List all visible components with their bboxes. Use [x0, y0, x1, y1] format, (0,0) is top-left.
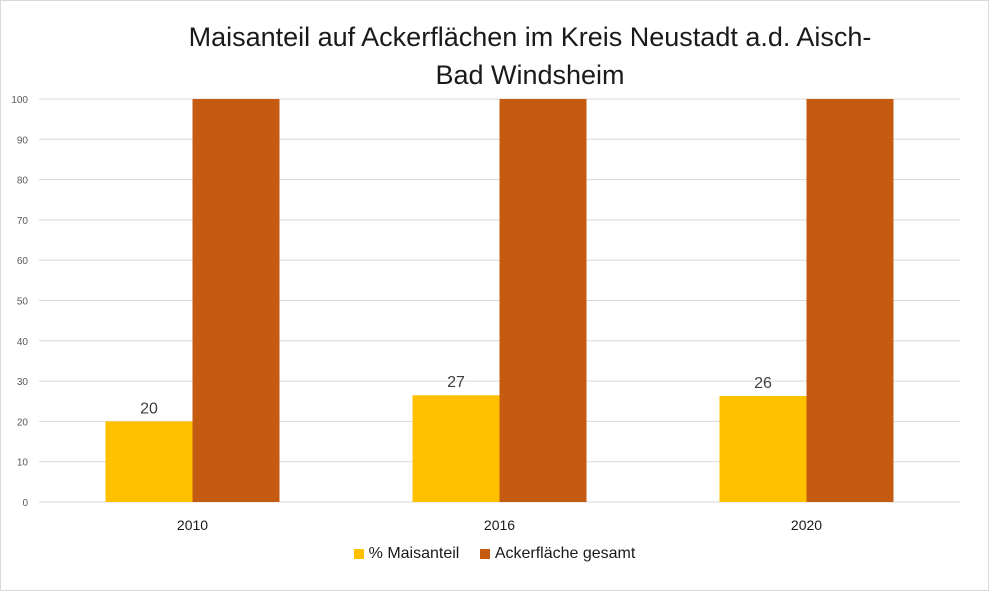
bar-maisanteil — [412, 395, 500, 502]
legend-item-maisanteil: % Maisanteil — [353, 545, 460, 563]
y-tick-label: 80 — [17, 176, 29, 187]
bar-maisanteil — [105, 421, 193, 502]
x-tick-label: 2016 — [484, 517, 515, 533]
y-tick-label: 50 — [17, 297, 29, 308]
data-label: 20 — [140, 400, 158, 417]
bar-ackerflaeche — [192, 99, 280, 502]
legend-swatch-maisanteil — [353, 549, 364, 559]
legend-item-ackerflaeche: Ackerfläche gesamt — [479, 545, 636, 563]
bar-ackerflaeche — [499, 99, 587, 502]
legend-label: Ackerfläche gesamt — [494, 545, 636, 562]
y-tick-label: 70 — [17, 216, 29, 227]
x-tick-label: 2020 — [791, 517, 822, 533]
y-tick-label: 90 — [17, 135, 29, 146]
legend-label: % Maisanteil — [368, 545, 460, 562]
y-tick-label: 20 — [17, 417, 29, 428]
x-tick-label: 2010 — [177, 517, 208, 533]
legend-swatch-ackerflaeche — [479, 549, 490, 559]
y-tick-label: 10 — [17, 458, 29, 469]
bar-ackerflaeche — [806, 99, 894, 502]
data-label: 27 — [447, 374, 465, 391]
y-tick-label: 60 — [17, 256, 29, 267]
data-label: 26 — [754, 375, 772, 392]
y-tick-label: 30 — [17, 377, 29, 388]
chart-title-line-2: Bad Windsheim — [435, 60, 625, 90]
chart-title-line-1: Maisanteil auf Ackerflächen im Kreis Neu… — [188, 22, 872, 52]
bar-maisanteil — [719, 396, 807, 502]
chart-title: Maisanteil auf Ackerflächen im Kreis Neu… — [140, 18, 920, 94]
legend: % Maisanteil Ackerfläche gesamt — [0, 545, 989, 564]
y-tick-label: 100 — [11, 95, 28, 106]
y-tick-label: 0 — [22, 498, 28, 509]
y-tick-label: 40 — [17, 337, 29, 348]
